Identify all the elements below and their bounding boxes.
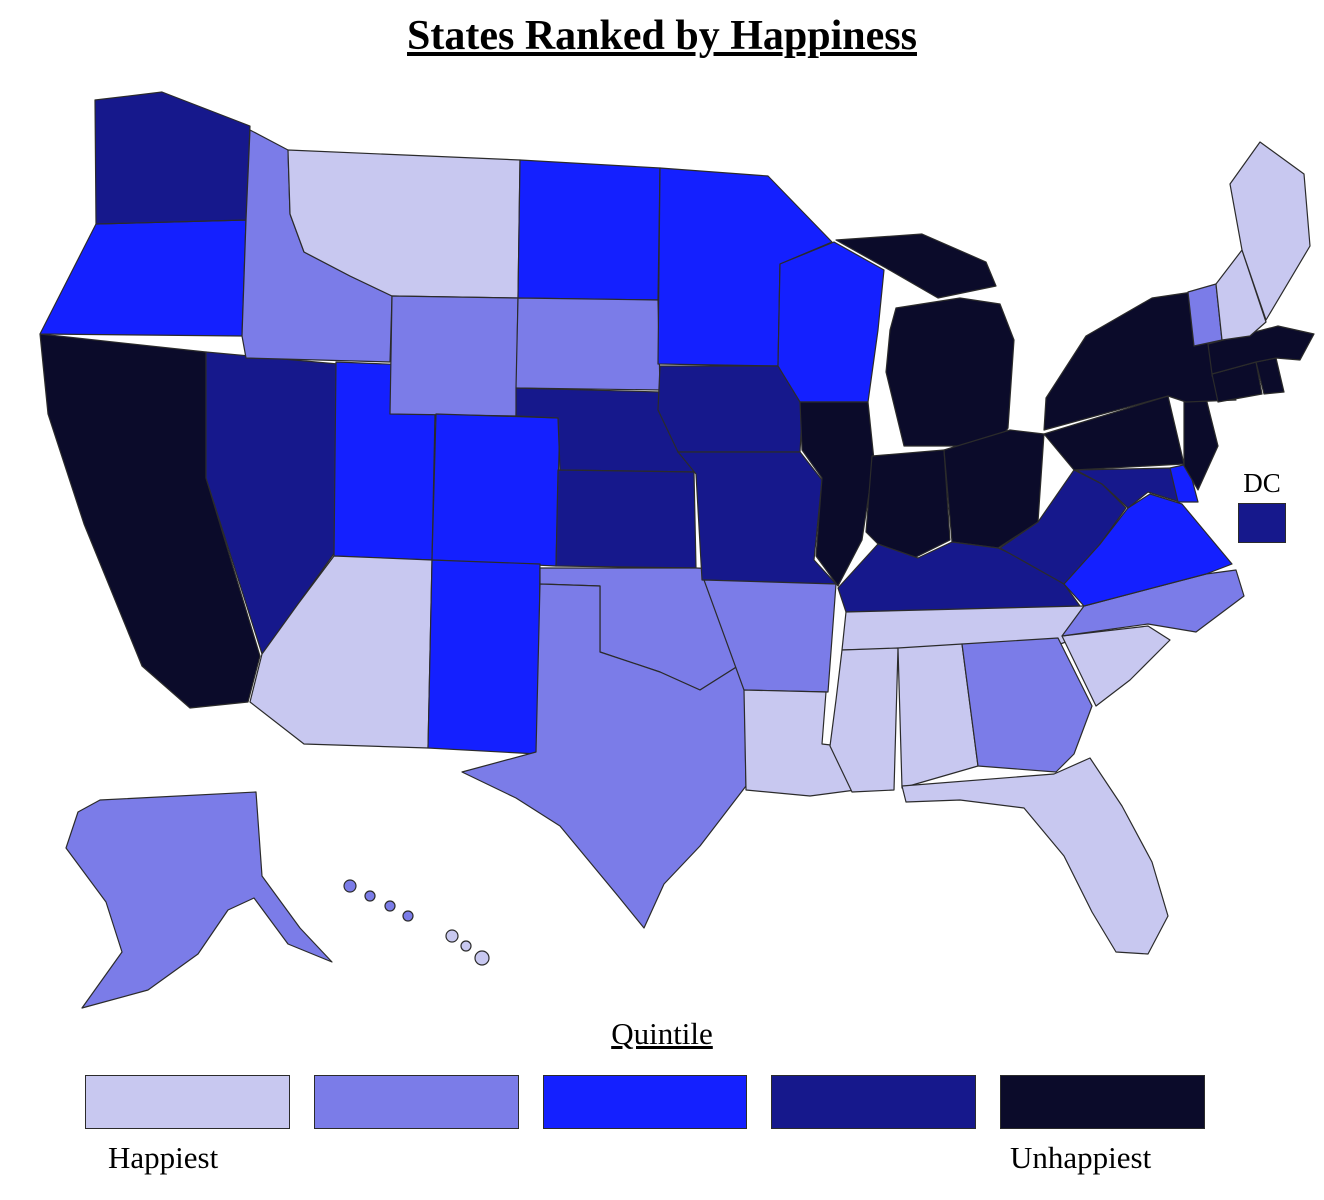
- state-missouri: [677, 451, 837, 585]
- legend-label-happiest: Happiest: [108, 1140, 219, 1175]
- legend-swatch-q2: [313, 1075, 519, 1129]
- state-maine: [1229, 141, 1311, 321]
- legend-swatch-q1: [85, 1075, 290, 1129]
- dc-label: DC: [1243, 468, 1281, 498]
- state-georgia: [961, 637, 1093, 773]
- state-south-carolina: [1061, 625, 1171, 707]
- state-south-dakota: [515, 297, 661, 391]
- state-alaska: [65, 791, 414, 1009]
- state-kansas: [555, 469, 697, 569]
- legend-swatch-q5: [1000, 1075, 1205, 1129]
- state-oregon: [39, 219, 247, 337]
- state-illinois: [799, 401, 875, 587]
- state-iowa: [657, 365, 805, 453]
- state-new-mexico: [427, 559, 541, 755]
- state-washington: [94, 91, 251, 225]
- legend-heading: Quintile: [611, 1016, 713, 1051]
- state-florida: [901, 757, 1169, 955]
- state-wyoming: [389, 295, 519, 417]
- state-indiana: [865, 449, 951, 559]
- state-north-dakota: [517, 159, 661, 301]
- state-arkansas: [703, 579, 837, 693]
- state-north-carolina: [1061, 569, 1245, 637]
- legend: [85, 1075, 1205, 1129]
- state-texas: [461, 583, 747, 929]
- dc-legend: DC: [1222, 468, 1302, 543]
- state-wisconsin: [777, 241, 885, 403]
- legend-swatch-q3: [542, 1075, 748, 1129]
- page-title: States Ranked by Happiness: [407, 13, 917, 59]
- dc-swatch: [1238, 503, 1286, 543]
- state-hawaii: [445, 929, 490, 966]
- state-new-hampshire: [1215, 249, 1267, 341]
- state-delaware: [1169, 463, 1199, 503]
- state-west-virginia: [999, 469, 1127, 585]
- legend-label-unhappiest: Unhappiest: [1010, 1140, 1152, 1175]
- state-michigan: [835, 233, 1015, 447]
- state-colorado: [431, 413, 561, 567]
- legend-swatch-q4: [771, 1075, 977, 1129]
